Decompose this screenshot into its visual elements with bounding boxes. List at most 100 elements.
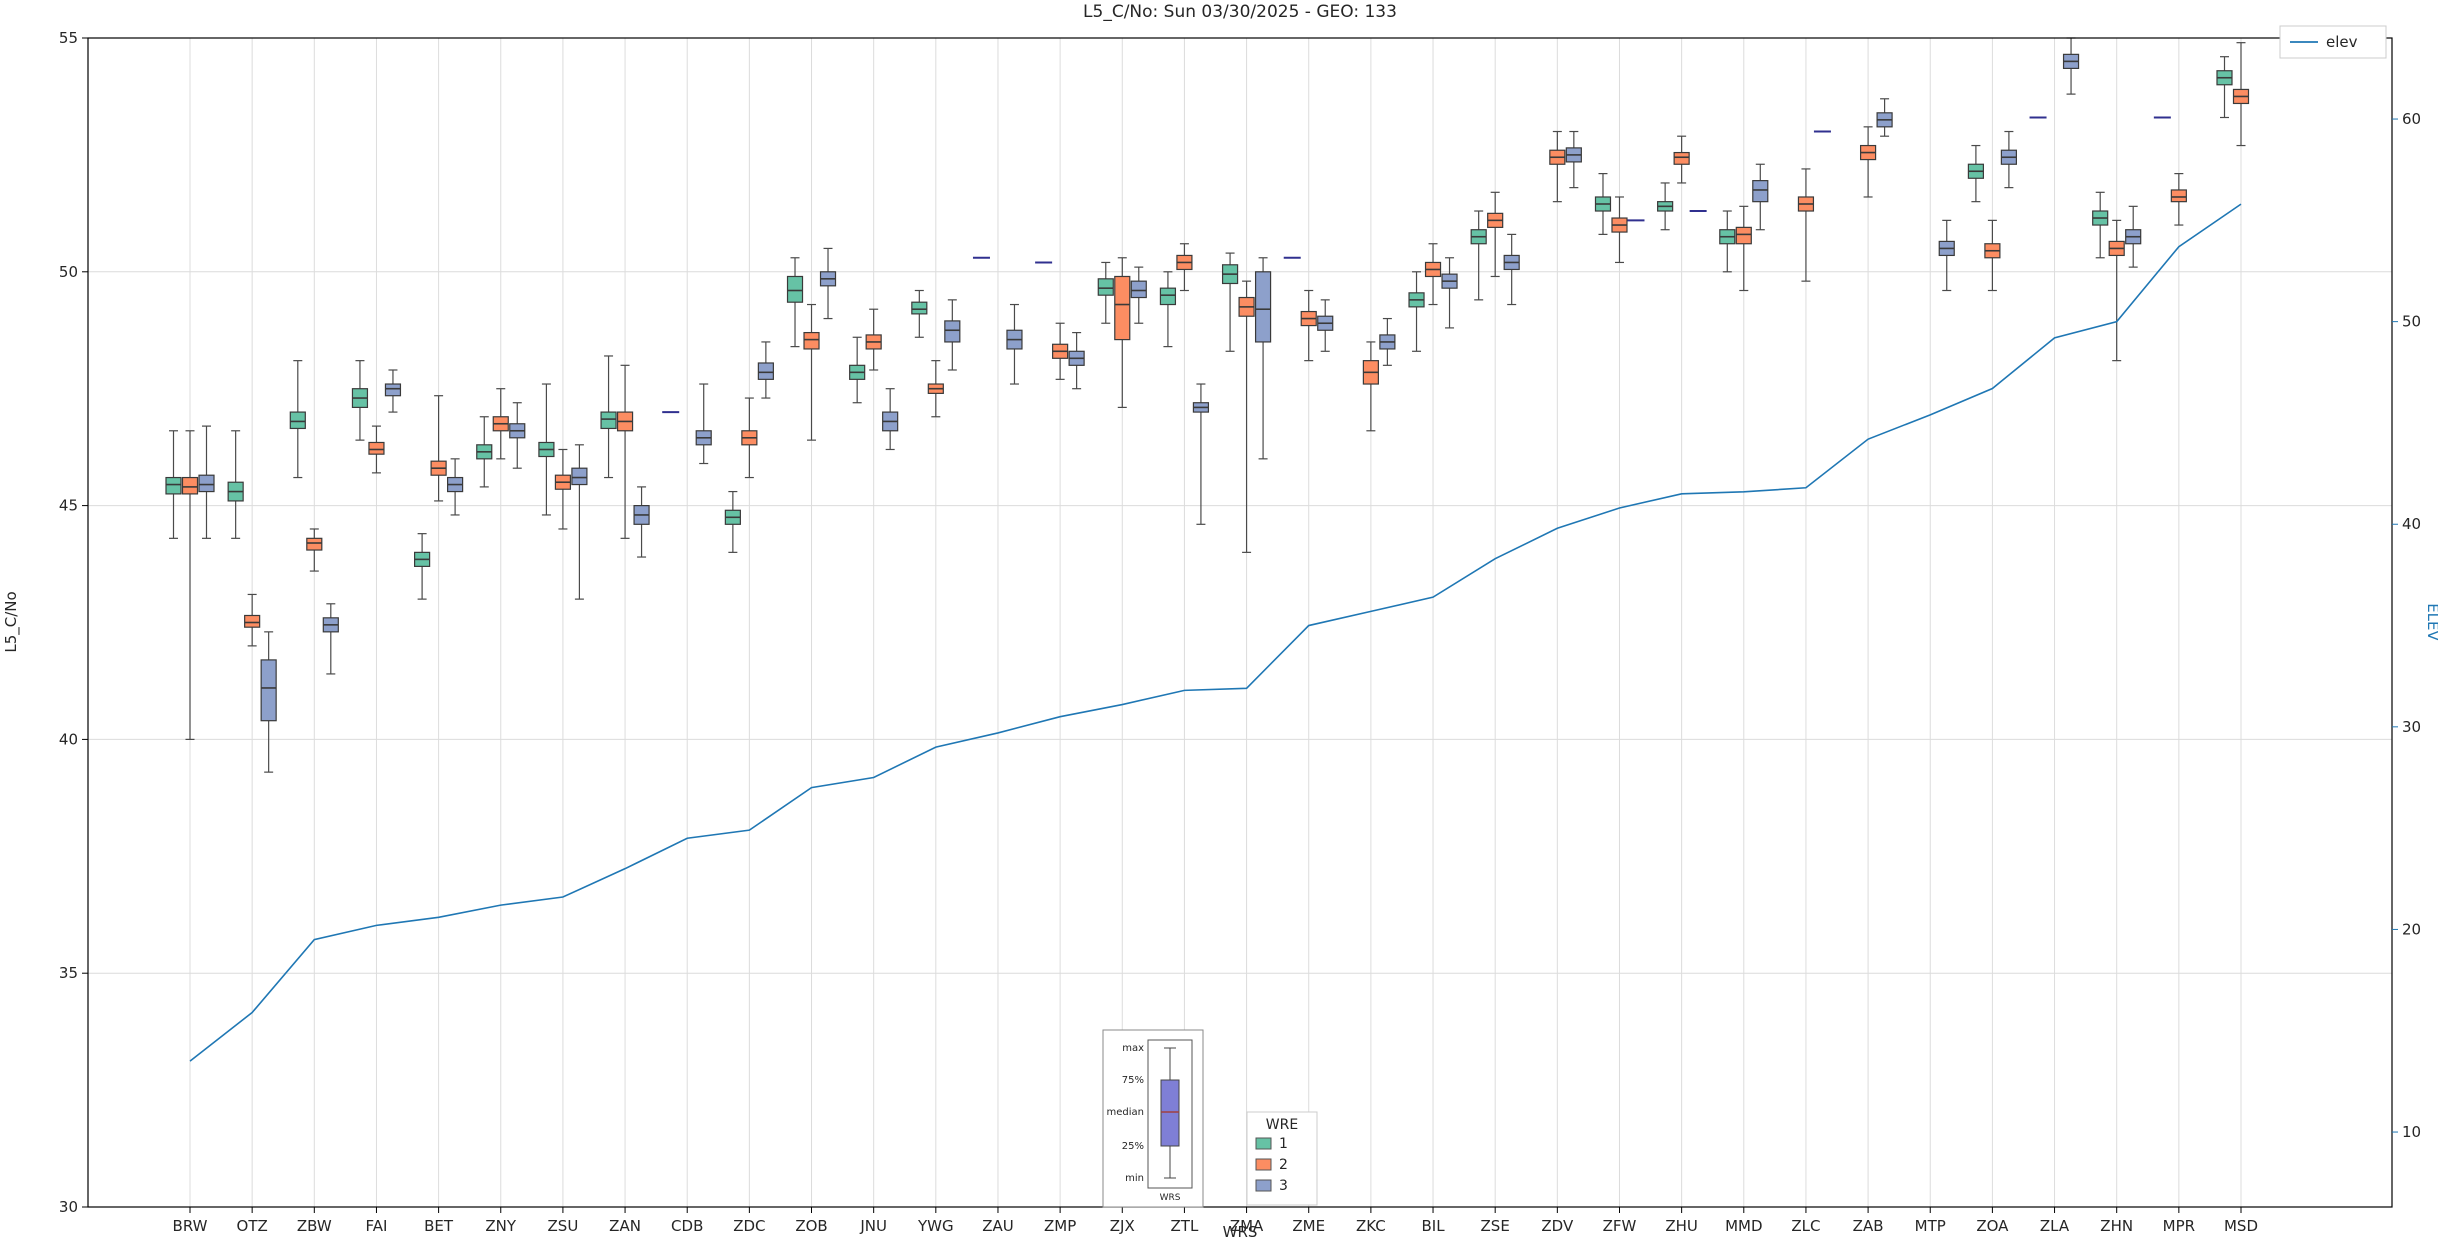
box-MSD-wre1 [2216, 56, 2233, 119]
box-ZJX-wre2 [1114, 257, 1131, 409]
legend-elev: elev [2279, 25, 2387, 59]
box-JNU-wre2 [865, 308, 882, 371]
box-ZSE-wre1 [1470, 210, 1487, 301]
y-right-tick-10: 10 [2402, 1123, 2421, 1141]
inset-box [1160, 1079, 1180, 1147]
box-ZSE-wre3 [1503, 233, 1520, 306]
box-ZAB-wre3 [1876, 98, 1893, 137]
x-tick-MPR: MPR [2163, 1217, 2195, 1235]
y-right-tick-30: 30 [2402, 718, 2421, 736]
plot-frame [87, 37, 2393, 1208]
plot-layer: 30 35 40 45 50 55 10 20 30 40 50 60 BRW OTZ ZBW FAI BET Z… [59, 25, 2421, 1235]
y-right-tick-60: 60 [2402, 110, 2421, 128]
box-BET-wre1 [414, 533, 431, 600]
y-left-tick-50: 50 [59, 263, 78, 281]
x-axis-label: WRS [1223, 1223, 1258, 1240]
box-ZMA-wre2 [1238, 280, 1255, 553]
inset-label-25pct: 25% [1122, 1141, 1144, 1152]
box-ZDC-wre2 [741, 397, 758, 479]
box-BET-wre2 [430, 395, 447, 502]
box-FAI-wre3 [384, 369, 402, 413]
x-tick-ZKC: ZKC [1356, 1217, 1386, 1235]
box-BRW-wre1 [165, 430, 182, 539]
box-ZAU-wre3 [1006, 303, 1023, 385]
x-tick-ZHN: ZHN [2100, 1217, 2133, 1235]
x-tick-ZDV: ZDV [1541, 1217, 1574, 1235]
box-ZMA-wre1 [1221, 252, 1239, 352]
box-ZBW-wre1 [289, 360, 306, 479]
box-ZJX-wre3 [1130, 266, 1147, 324]
box-JNU-wre3 [882, 388, 899, 451]
legend-swatch-wre-2 [1255, 1158, 1272, 1171]
box-ZDC-wre1 [724, 490, 741, 553]
y-left-tick-55: 55 [59, 29, 78, 47]
box-ZOA-wre3 [2000, 130, 2017, 189]
box-MTP-wre3 [1938, 219, 1955, 292]
boxplot-anatomy-inset: max 75% median 25% min WRS [1102, 1029, 1204, 1208]
box-ZNY-wre3 [509, 402, 526, 469]
x-tick-CDB: CDB [671, 1217, 703, 1235]
box-YWG-wre3 [944, 299, 961, 371]
y-left-tick-45: 45 [59, 497, 78, 515]
box-MMD-wre1 [1719, 210, 1736, 273]
box-MMD-wre2 [1735, 205, 1752, 292]
x-tick-ZJX: ZJX [1110, 1217, 1135, 1235]
elev-line [189, 203, 2242, 1062]
y-left-tick-40: 40 [59, 730, 78, 748]
box-JNU-wre1 [849, 336, 866, 404]
x-tick-MTP: MTP [1915, 1217, 1946, 1235]
x-tick-ZLC: ZLC [1791, 1217, 1820, 1235]
box-ZHU-wre2 [1673, 135, 1690, 184]
box-ZDV-wre2 [1549, 130, 1566, 203]
x-tick-BET: BET [424, 1217, 454, 1235]
x-tick-ZSU: ZSU [548, 1217, 579, 1235]
box-ZDC-wre3 [757, 341, 774, 399]
x-tick-JNU: JNU [859, 1217, 887, 1235]
x-tick-ZAB: ZAB [1853, 1217, 1884, 1235]
box-ZOB-wre1 [786, 257, 804, 348]
box-ZSU-wre2 [554, 448, 572, 530]
legend-wre: WRE 1 2 3 [1246, 1111, 1318, 1206]
inset-xlabel: WRS [1160, 1193, 1181, 1203]
box-BIL-wre3 [1441, 257, 1458, 329]
x-tick-OTZ: OTZ [237, 1217, 268, 1235]
box-ZKC-wre3 [1379, 317, 1396, 366]
box-ZJX-wre1 [1097, 261, 1114, 324]
box-ZOA-wre1 [1967, 144, 1984, 203]
y-axis-label-left: L5_C/No [2, 591, 21, 652]
box-MPR-wre2 [2170, 173, 2187, 226]
y-right-tick-40: 40 [2402, 515, 2421, 533]
inset-label-median: median [1107, 1107, 1145, 1118]
box-ZTL-wre1 [1159, 271, 1177, 348]
x-tick-ZAN: ZAN [609, 1217, 641, 1235]
x-tick-ZMP: ZMP [1044, 1217, 1076, 1235]
box-ZLC-wre2 [1797, 168, 1815, 282]
x-tick-ZAU: ZAU [982, 1217, 1014, 1235]
box-BIL-wre2 [1424, 243, 1442, 306]
legend-swatch-wre-3 [1255, 1179, 1272, 1192]
x-tick-ZOB: ZOB [795, 1217, 827, 1235]
axis-ticks: 30 35 40 45 50 55 10 20 30 40 50 60 BRW OTZ ZBW FAI BET Z… [59, 29, 2421, 1235]
box-ZAB-wre2 [1859, 126, 1877, 198]
x-tick-ZSE: ZSE [1481, 1217, 1510, 1235]
box-ZHU-wre1 [1657, 182, 1674, 231]
inset-label-max: max [1122, 1043, 1144, 1054]
x-tick-YWG: YWG [917, 1217, 954, 1235]
box-MMD-wre3 [1752, 163, 1769, 231]
box-ZME-wre3 [1317, 299, 1334, 352]
inset-label-min: min [1125, 1173, 1144, 1184]
x-tick-ZHU: ZHU [1665, 1217, 1698, 1235]
box-ZOB-wre2 [803, 303, 820, 441]
box-ZOA-wre2 [1984, 219, 2001, 292]
box-ZHN-wre3 [2125, 205, 2142, 268]
box-ZMP-wre3 [1068, 331, 1085, 390]
boxplots [165, 37, 2250, 773]
box-ZFW-wre1 [1594, 173, 1612, 235]
box-OTZ-wre1 [227, 430, 244, 539]
box-FAI-wre2 [368, 425, 385, 474]
x-tick-ZFW: ZFW [1603, 1217, 1637, 1235]
box-ZAN-wre3 [633, 486, 650, 558]
box-ZSU-wre3 [571, 444, 588, 600]
